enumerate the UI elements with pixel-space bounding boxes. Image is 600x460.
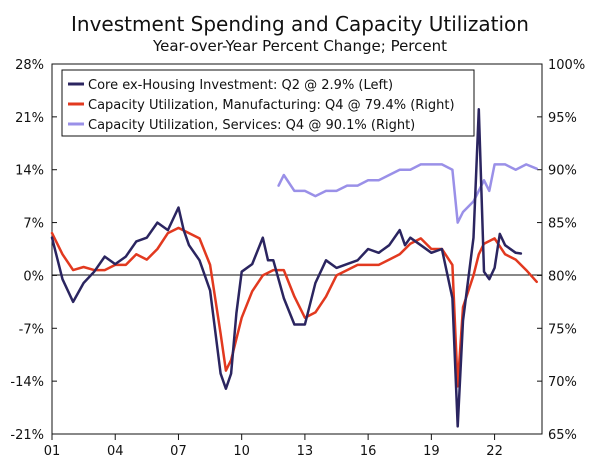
x-tick-label: 22 xyxy=(486,444,503,459)
right-tick-label: 80% xyxy=(548,269,577,284)
x-tick-label: 13 xyxy=(297,444,314,459)
x-tick-label: 10 xyxy=(233,444,250,459)
right-tick-label: 70% xyxy=(548,375,577,390)
right-y-axis: 100% 95% 90% 85% 80% 75% 70% 65% xyxy=(537,58,585,443)
legend-label-services: Capacity Utilization, Services: Q4 @ 90.… xyxy=(88,118,415,133)
x-axis: 01 04 07 10 13 16 19 22 xyxy=(44,434,503,459)
x-tick-label: 04 xyxy=(107,444,124,459)
left-tick-label: 21% xyxy=(15,111,44,126)
chart-subtitle: Year-over-Year Percent Change; Percent xyxy=(152,37,447,55)
left-tick-label: 28% xyxy=(15,58,44,73)
left-tick-label: 0% xyxy=(23,269,44,284)
left-tick-label: 7% xyxy=(23,217,44,232)
right-tick-label: 90% xyxy=(548,164,577,179)
x-tick-label: 07 xyxy=(170,444,187,459)
legend-label-investment: Core ex-Housing Investment: Q2 @ 2.9% (L… xyxy=(88,78,393,93)
right-tick-label: 85% xyxy=(548,217,577,232)
series-layer xyxy=(50,108,538,428)
right-tick-label: 95% xyxy=(548,111,577,126)
left-y-axis: 28% 21% 14% 7% 0% -7% -14% -21% xyxy=(10,58,57,443)
x-tick-label: 19 xyxy=(423,444,440,459)
x-tick-label: 01 xyxy=(44,444,61,459)
plot-frame xyxy=(51,63,543,435)
right-tick-label: 65% xyxy=(548,428,577,443)
left-tick-label: -21% xyxy=(10,428,44,443)
series-line-services xyxy=(277,163,538,224)
legend-label-manufacturing: Capacity Utilization, Manufacturing: Q4 … xyxy=(88,98,455,113)
right-tick-label: 100% xyxy=(548,58,585,73)
series-line-investment xyxy=(50,108,523,428)
legend-box xyxy=(61,69,475,137)
x-tick-label: 16 xyxy=(360,444,377,459)
left-tick-label: -14% xyxy=(10,375,44,390)
chart-title: Investment Spending and Capacity Utiliza… xyxy=(71,12,529,36)
right-tick-label: 75% xyxy=(548,322,577,337)
left-tick-label: -7% xyxy=(19,322,44,337)
legend: Core ex-Housing Investment: Q2 @ 2.9% (L… xyxy=(61,69,475,137)
left-tick-label: 14% xyxy=(15,164,44,179)
